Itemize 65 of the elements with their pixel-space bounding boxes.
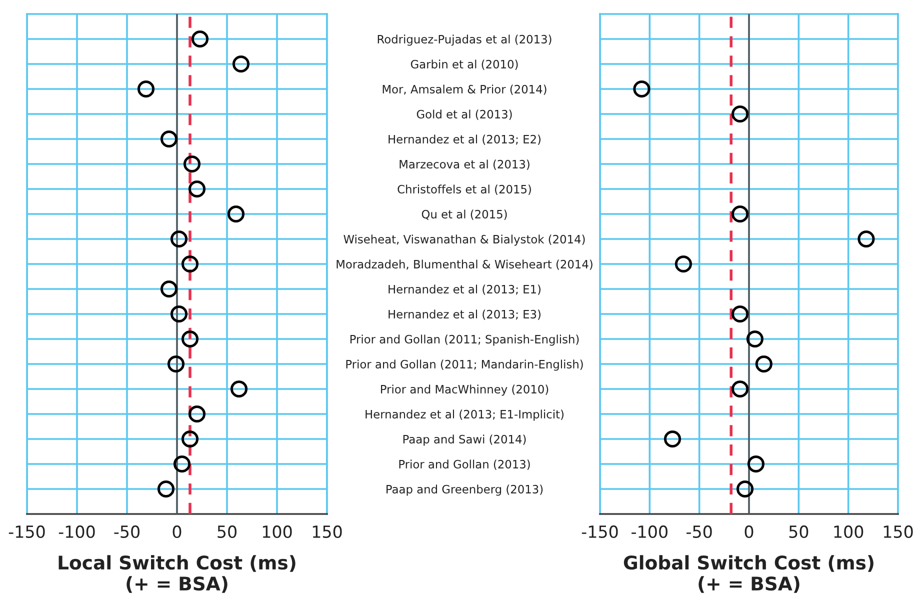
point (191, 30, 209, 48)
point (746, 330, 764, 348)
point (732, 105, 749, 123)
y-tick-label: Prior and Gollan (2011; Mandarin-English) (346, 360, 583, 371)
y-tick-label: Paap and Greenberg (2013) (386, 484, 543, 496)
point (674, 255, 692, 273)
x-axis-title: Local Switch Cost (ms) (+ = BSA) (58, 555, 296, 593)
point (732, 380, 749, 398)
point (167, 355, 185, 373)
point (173, 455, 191, 473)
y-tick-label: Mor, Amsalem & Prior (2014) (382, 84, 546, 95)
x-tick-label: -50 (114, 525, 140, 538)
y-tick-label: Christoffels et al (2015) (398, 184, 531, 195)
y-tick-label: Gold et al (2013) (416, 110, 512, 120)
x-tick-label: 150 (312, 525, 342, 538)
x-tick-label: -100 (632, 525, 668, 538)
y-tick-label: Hernandez et al (2013; E3) (388, 310, 540, 320)
x-tick-label: 0 (744, 525, 754, 538)
point (188, 405, 206, 423)
point (157, 480, 175, 498)
point (732, 305, 749, 323)
point (664, 430, 682, 448)
y-tick-label: Marzecova et al (2013) (400, 160, 530, 170)
y-tick-label: Garbin et al (2010) (410, 60, 518, 70)
x-tick-label: -100 (58, 525, 95, 538)
point (227, 205, 245, 223)
point (181, 255, 199, 273)
point (160, 130, 178, 148)
point (747, 455, 764, 473)
x-tick-label: -150 (582, 525, 618, 538)
x-tick-label: -50 (686, 525, 712, 538)
x-tick-label: -150 (8, 525, 45, 538)
point (230, 380, 248, 398)
point (755, 355, 772, 373)
y-tick-label: Hernandez et al (2013; E2) (388, 134, 540, 145)
point (137, 80, 155, 98)
point (232, 55, 250, 73)
point (188, 180, 206, 198)
point (160, 280, 178, 298)
point (736, 480, 754, 498)
point (181, 330, 199, 348)
x-tick-label: 150 (884, 525, 913, 538)
point (183, 155, 201, 173)
y-tick-label: Prior and MacWhinney (2010) (381, 384, 548, 396)
y-tick-label: Hernandez et al (2013; E1) (388, 284, 540, 295)
point (858, 230, 875, 248)
x-tick-label: 50 (789, 525, 808, 538)
x-tick-label: 0 (172, 525, 182, 538)
y-tick-label: Hernandez et al (2013; E1-Implicit) (366, 410, 564, 421)
y-tick-label: Paap and Sawi (2014) (403, 434, 526, 446)
point (170, 305, 188, 323)
y-tick-label: Prior and Gollan (2013) (399, 460, 530, 470)
y-tick-label: Wiseheat, Viswanathan & Bialystok (2014) (344, 234, 585, 246)
x-tick-label: 50 (218, 525, 236, 538)
x-tick-label: 100 (834, 525, 864, 538)
point (633, 80, 650, 98)
point (732, 205, 749, 223)
x-tick-label: 100 (262, 525, 292, 538)
point (181, 430, 199, 448)
y-tick-label: Moradzadeh, Blumenthal & Wiseheart (2014) (336, 260, 592, 270)
y-tick-label: Prior and Gollan (2011; Spanish-English) (350, 334, 579, 346)
y-tick-label: Qu et al (2015) (422, 210, 507, 220)
y-tick-label: Rodriguez-Pujadas et al (2013) (378, 34, 552, 46)
x-axis-title: Global Switch Cost (ms) (+ = BSA) (624, 555, 874, 593)
point (170, 230, 188, 248)
